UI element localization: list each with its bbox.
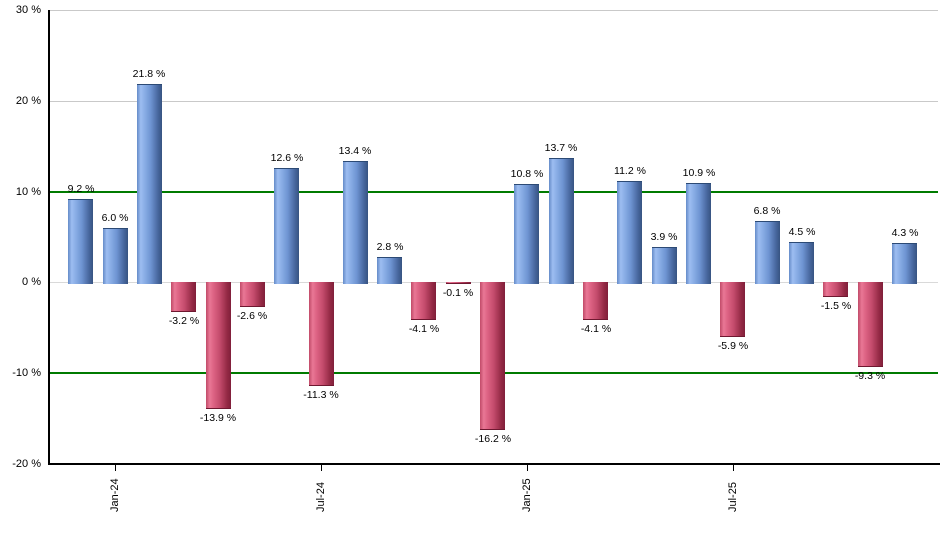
bar-value-label: 6.8 % xyxy=(753,205,781,217)
positive-bar xyxy=(789,242,814,284)
y-axis-tick-label: 0 % xyxy=(22,276,41,289)
negative-bar xyxy=(480,282,505,430)
bar-value-label: -0.1 % xyxy=(442,287,474,299)
bar-value-label: -4.1 % xyxy=(408,323,440,335)
positive-bar xyxy=(686,183,711,284)
bar-value-label: 4.5 % xyxy=(788,226,816,238)
bar-value-label: -3.2 % xyxy=(168,315,200,327)
x-axis-tick xyxy=(527,465,528,471)
x-axis-tick xyxy=(733,465,734,471)
highlight-gridline xyxy=(48,190,938,193)
positive-bar xyxy=(137,84,162,284)
bar-value-label: -2.6 % xyxy=(236,310,268,322)
bar-value-label: 13.7 % xyxy=(544,142,578,154)
positive-bar xyxy=(377,257,402,284)
bar-value-label: -16.2 % xyxy=(474,433,512,445)
positive-bar xyxy=(514,184,539,284)
gridline xyxy=(48,10,938,11)
positive-bar xyxy=(755,221,780,284)
gridline xyxy=(48,100,938,102)
y-axis-line xyxy=(48,10,50,465)
bar-value-label: 13.4 % xyxy=(338,145,372,157)
bar-value-label: -11.3 % xyxy=(303,389,339,401)
positive-bar xyxy=(274,168,299,284)
bar-value-label: -13.9 % xyxy=(199,412,237,424)
x-axis-tick-label: Jan-25 xyxy=(521,478,533,512)
negative-bar xyxy=(206,282,231,409)
bar-value-label: -1.5 % xyxy=(820,300,852,312)
positive-bar xyxy=(549,158,574,284)
positive-bar xyxy=(652,247,677,284)
x-axis-tick-label: Jul-25 xyxy=(727,482,739,512)
positive-bar xyxy=(892,243,917,284)
negative-bar xyxy=(240,282,265,307)
bar-value-label: 4.3 % xyxy=(891,227,919,239)
bar-value-label: 2.8 % xyxy=(376,241,404,253)
positive-bar xyxy=(103,228,128,284)
y-axis-tick-label: 10 % xyxy=(15,185,41,198)
negative-bar xyxy=(858,282,883,367)
negative-bar xyxy=(823,282,848,297)
bar-value-label: 10.9 % xyxy=(682,167,716,179)
bar-value-label: 10.8 % xyxy=(510,168,544,180)
x-axis-tick-label: Jul-24 xyxy=(315,482,327,512)
positive-bar xyxy=(617,181,642,284)
x-axis-tick xyxy=(115,465,116,471)
negative-bar xyxy=(446,282,471,284)
negative-bar xyxy=(720,282,745,337)
y-axis-tick-label: -20 % xyxy=(12,458,41,470)
y-axis-tick-label: 20 % xyxy=(15,94,41,107)
bar-value-label: 3.9 % xyxy=(650,231,678,243)
y-axis-tick-label: 30 % xyxy=(15,4,41,16)
negative-bar xyxy=(583,282,608,320)
positive-bar xyxy=(68,199,93,284)
x-axis-tick-label: Jan-24 xyxy=(109,478,121,512)
negative-bar xyxy=(411,282,436,320)
x-axis-tick xyxy=(321,465,322,471)
bar-value-label: -5.9 % xyxy=(717,340,749,352)
bar-value-label: 9.2 % xyxy=(67,183,95,195)
x-axis-line xyxy=(48,463,940,465)
y-axis-tick-label: -10 % xyxy=(12,367,41,380)
bar-value-label: 11.2 % xyxy=(614,165,646,177)
bar-value-label: 12.6 % xyxy=(270,152,304,164)
bar-value-label: 6.0 % xyxy=(101,212,129,224)
positive-bar xyxy=(343,161,368,284)
bar-value-label: 21.8 % xyxy=(132,68,166,80)
negative-bar xyxy=(309,282,334,386)
bar-value-label: -4.1 % xyxy=(580,323,612,335)
bar-value-label: -9.3 % xyxy=(854,370,886,382)
negative-bar xyxy=(171,282,196,312)
